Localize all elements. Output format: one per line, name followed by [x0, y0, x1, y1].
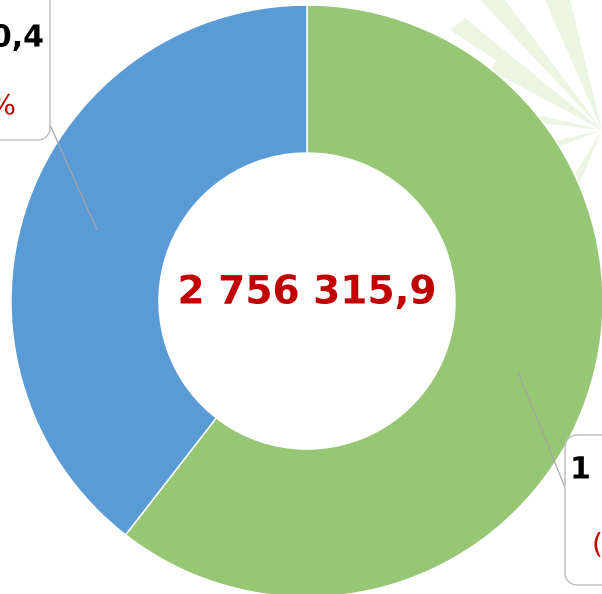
donut-slice [10, 4, 308, 536]
data-label: % [0, 88, 16, 121]
ray [450, 18, 602, 130]
label-box [0, 0, 51, 141]
data-label: 1 [570, 452, 591, 487]
center-label: 2 756 315,9 [177, 269, 436, 314]
ray [480, 0, 602, 130]
donut [10, 4, 602, 594]
data-label: 0,4 [0, 20, 44, 55]
donut-slice [124, 4, 602, 594]
label-box [564, 434, 602, 586]
data-label: ( [592, 527, 602, 560]
ray [545, 0, 602, 130]
